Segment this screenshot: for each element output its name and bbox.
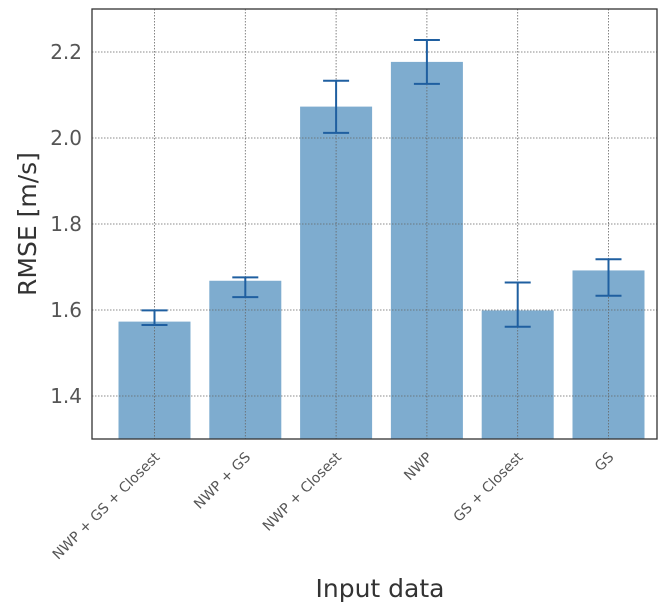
x-tick-label: NWP <box>401 450 435 484</box>
error-bar <box>141 309 168 327</box>
bars <box>118 61 645 440</box>
x-tick-label: NWP + GS <box>191 449 254 512</box>
x-tick-label: NWP + Closest <box>260 449 345 534</box>
bar <box>481 310 554 439</box>
error-bars <box>141 38 622 328</box>
error-bar <box>323 79 350 134</box>
plot-frame <box>91 8 658 440</box>
y-tick-label: 2.2 <box>50 40 82 64</box>
y-axis-label: RMSE [m/s] <box>13 152 42 296</box>
y-tick-label: 1.8 <box>50 212 82 236</box>
y-tick-labels: 1.4 1.6 1.8 2.0 2.2 <box>50 40 82 408</box>
bar <box>118 321 191 439</box>
error-bar <box>413 38 440 85</box>
x-tick-label: GS <box>592 449 617 474</box>
error-bar <box>595 258 622 297</box>
x-axis-label: Input data <box>316 574 445 603</box>
x-tick-label: NWP + GS + Closest <box>50 449 164 563</box>
y-tick-label: 2.0 <box>50 126 82 150</box>
x-tick-label: GS + Closest <box>451 449 527 525</box>
y-tick-label: 1.4 <box>50 384 82 408</box>
error-bar <box>232 276 259 299</box>
grid-lines <box>92 9 657 439</box>
y-tick-label: 1.6 <box>50 298 82 322</box>
error-bar <box>504 281 531 328</box>
x-tick-labels: NWP + GS + Closest NWP + GS NWP + Closest N… <box>50 449 618 563</box>
